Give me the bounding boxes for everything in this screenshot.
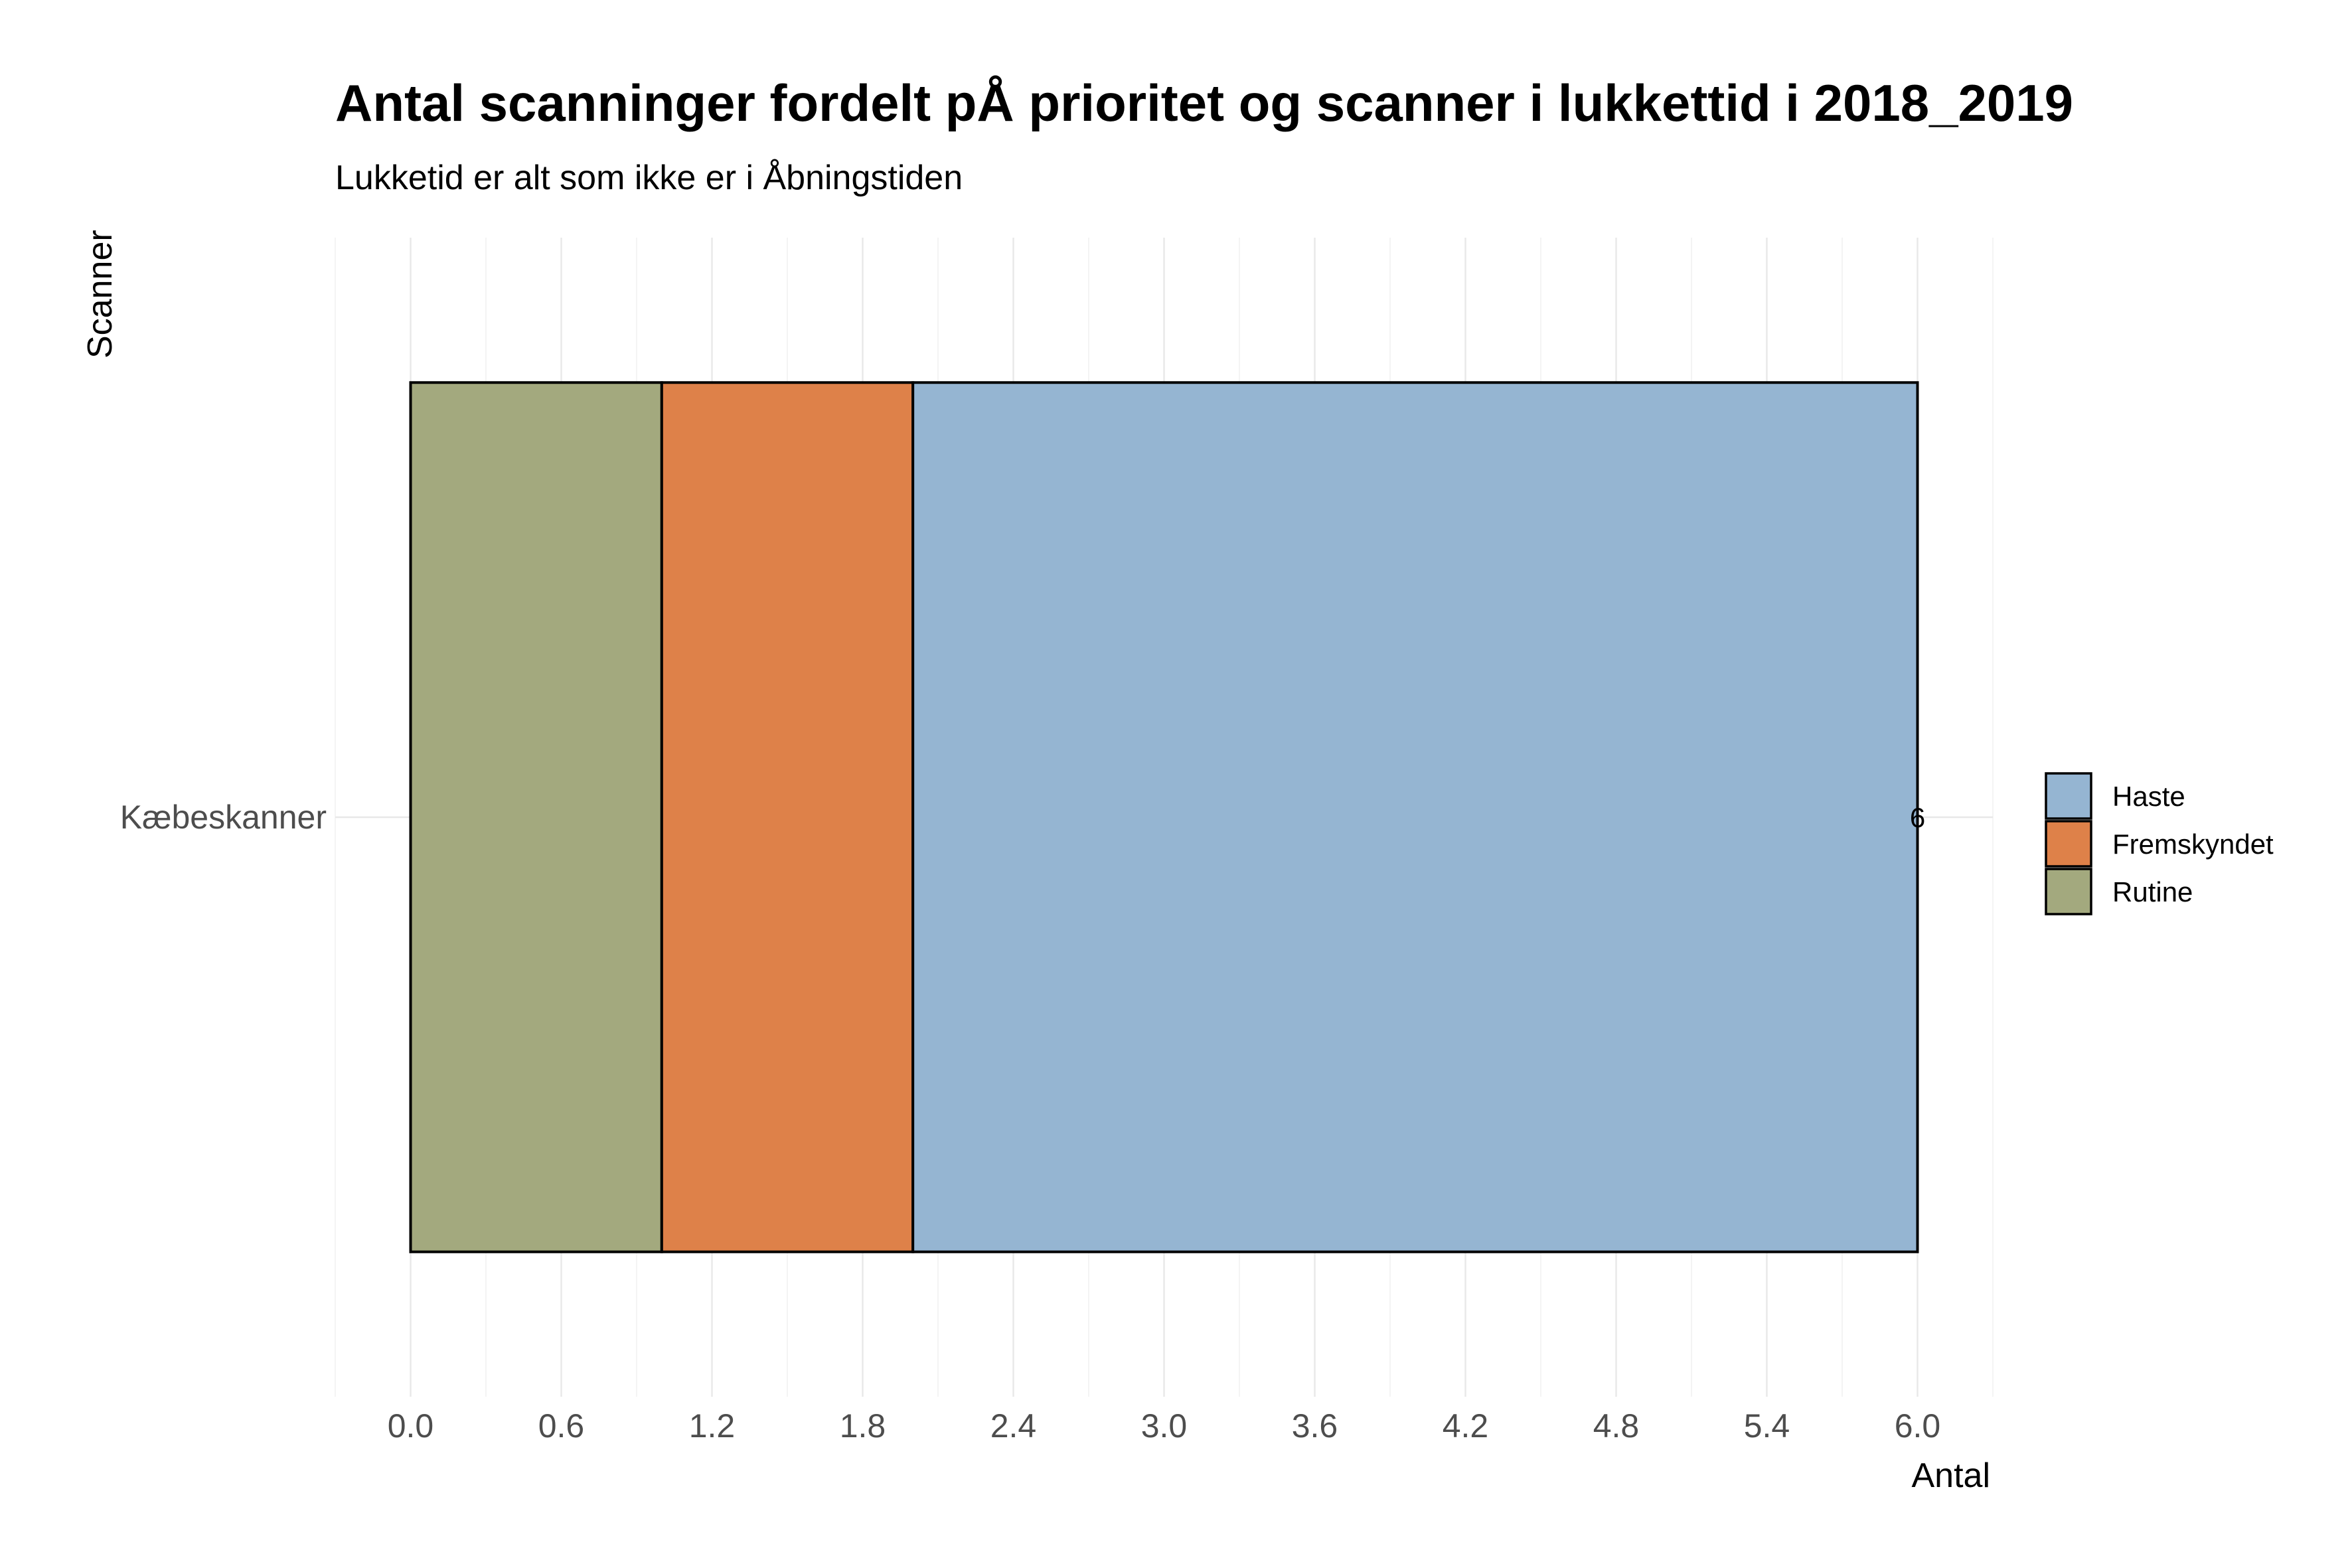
legend-label-rutine: Rutine [2112,876,2193,907]
legend-key-rutine [2045,868,2092,915]
x-tick-label: 2.4 [990,1407,1037,1445]
x-tick-label: 3.6 [1292,1407,1338,1445]
x-tick-label: 1.2 [689,1407,736,1445]
legend-label-fremskyndet: Fremskyndet [2112,828,2274,860]
chart-title: Antal scanninger fordelt pÅ prioritet og… [335,74,2073,132]
x-tick-label: 1.8 [840,1407,886,1445]
legend-label-haste: Haste [2112,781,2185,812]
x-tick-label: 0.0 [388,1407,434,1445]
bar-segment-fremskyndet [660,381,915,1253]
bar-segment-rutine [409,381,663,1253]
x-tick-label: 4.8 [1593,1407,1640,1445]
legend-key-haste [2045,772,2092,820]
chart-subtitle: Lukketid er alt som ikke er i Åbningstid… [335,159,963,197]
bar-segment-haste [911,381,1919,1253]
bar-total-label: 6 [1910,802,1925,833]
x-tick-label: 5.4 [1744,1407,1790,1445]
x-axis-title: Antal [1911,1456,1990,1495]
axis-ticks: 0.0 0.6 1.2 1.8 2.4 3.0 3.6 4.2 4.8 5.4 6.0 Kæbeska… [120,799,1941,1445]
x-tick-label: 0.6 [538,1407,585,1445]
x-tick-label: 6.0 [1895,1407,1941,1445]
bars: 6 [409,381,1925,1253]
legend-key-fremskyndet [2045,820,2092,868]
x-tick-label: 3.0 [1141,1407,1188,1445]
y-axis-title: Scanner [81,230,119,358]
legend: Haste Fremskyndet Rutine [2045,772,2274,915]
y-tick-label: Kæbeskanner [120,799,327,836]
x-tick-label: 4.2 [1443,1407,1489,1445]
